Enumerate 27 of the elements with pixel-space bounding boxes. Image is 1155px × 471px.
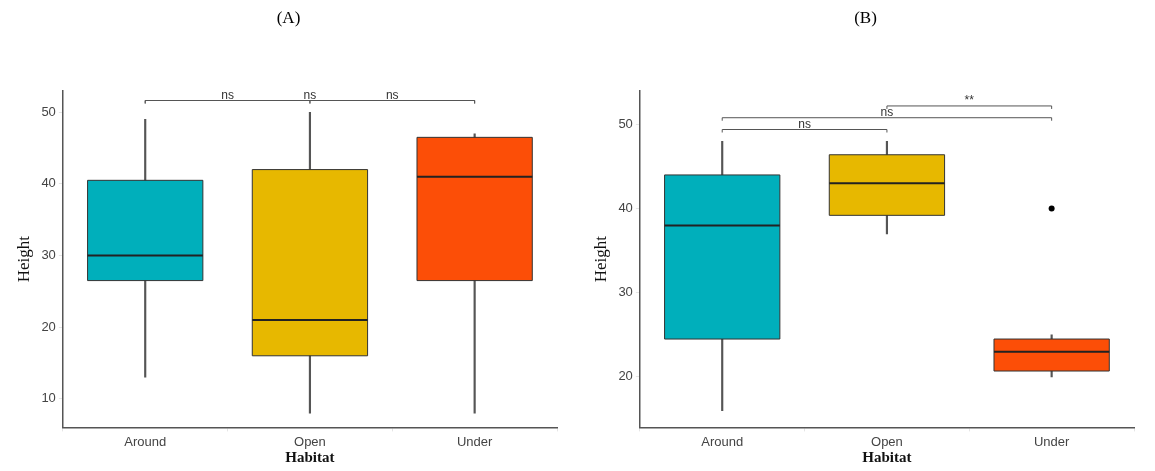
x-tick-label: Under (456, 433, 494, 449)
annotation: ns (303, 87, 317, 102)
x-axis-title: Habitat (862, 448, 912, 465)
y-tick-label: 40 (618, 200, 633, 216)
chart-title: (B) (853, 8, 878, 28)
y-tick-label: 50 (41, 103, 56, 119)
y-axis-title: Height (13, 235, 33, 283)
x-tick-label: Open (871, 433, 903, 449)
x-axis-title: Habitat (285, 448, 335, 465)
annotation: ns (385, 87, 399, 102)
annotation: ns (798, 116, 811, 131)
x-tick-label: Under (1033, 433, 1071, 449)
chart-title: (A) (275, 8, 302, 28)
y-tick-label: 30 (41, 247, 56, 263)
annotation: ns (880, 105, 894, 120)
y-tick-label: 20 (618, 368, 633, 384)
annotation: ns (221, 87, 234, 102)
x-tick-label: Around (701, 433, 744, 449)
x-tick-label: Around (124, 433, 167, 449)
y-axis-title: Height (590, 235, 610, 283)
y-tick-label: 30 (618, 284, 633, 300)
y-tick-label: 50 (618, 116, 633, 132)
y-tick-label: 40 (41, 175, 56, 191)
y-tick-label: 10 (41, 390, 56, 406)
y-tick-label: 20 (41, 318, 56, 334)
x-tick-label: Open (294, 433, 326, 449)
annotation: ** (964, 93, 975, 108)
